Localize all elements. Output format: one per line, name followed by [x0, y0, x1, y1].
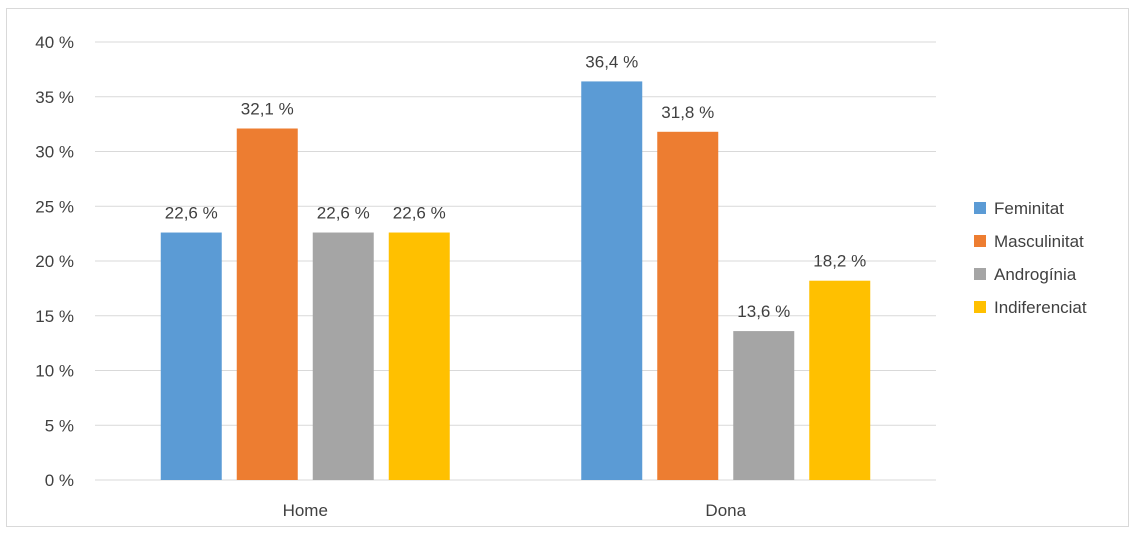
- bar-feminitat-dona: [581, 81, 642, 480]
- bars: [161, 81, 871, 480]
- legend-item: Androgínia: [974, 265, 1077, 284]
- x-axis-category-labels: Home Dona: [283, 501, 747, 520]
- data-label: 36,4 %: [585, 52, 638, 71]
- legend-swatch: [974, 301, 986, 313]
- y-tick-label: 20 %: [35, 252, 74, 271]
- y-tick-label: 5 %: [45, 416, 74, 435]
- data-label: 18,2 %: [813, 252, 866, 271]
- legend-item: Indiferenciat: [974, 298, 1087, 317]
- data-label: 22,6 %: [165, 204, 218, 223]
- bar-indiferenciat-dona: [809, 281, 870, 480]
- data-label: 22,6 %: [393, 204, 446, 223]
- x-category-label: Home: [283, 501, 328, 520]
- data-label: 31,8 %: [661, 103, 714, 122]
- legend-swatch: [974, 235, 986, 247]
- legend-swatch: [974, 268, 986, 280]
- data-label: 13,6 %: [737, 302, 790, 321]
- data-label: 32,1 %: [241, 100, 294, 119]
- legend-label: Androgínia: [994, 265, 1077, 284]
- y-tick-label: 35 %: [35, 88, 74, 107]
- legend-item: Masculinitat: [974, 232, 1084, 251]
- y-tick-label: 10 %: [35, 362, 74, 381]
- legend-label: Feminitat: [994, 199, 1064, 218]
- bar-masculinitat-dona: [657, 132, 718, 480]
- bar-indiferenciat-home: [389, 233, 450, 480]
- legend: Feminitat Masculinitat Androgínia Indiferen…: [974, 199, 1087, 317]
- legend-label: Indiferenciat: [994, 298, 1087, 317]
- legend-swatch: [974, 202, 986, 214]
- x-category-label: Dona: [705, 501, 746, 520]
- bar-androgínia-home: [313, 233, 374, 480]
- y-tick-label: 25 %: [35, 197, 74, 216]
- y-tick-label: 0 %: [45, 471, 74, 490]
- bar-masculinitat-home: [237, 129, 298, 480]
- y-tick-label: 30 %: [35, 143, 74, 162]
- bar-androgínia-dona: [733, 331, 794, 480]
- bar-feminitat-home: [161, 233, 222, 480]
- y-tick-label: 15 %: [35, 307, 74, 326]
- y-axis-tick-labels: 0 % 5 % 10 % 15 % 20 % 25 % 30 % 35 % 40 %: [35, 33, 74, 490]
- data-label: 22,6 %: [317, 204, 370, 223]
- y-tick-label: 40 %: [35, 33, 74, 52]
- legend-item: Feminitat: [974, 199, 1064, 218]
- legend-label: Masculinitat: [994, 232, 1084, 251]
